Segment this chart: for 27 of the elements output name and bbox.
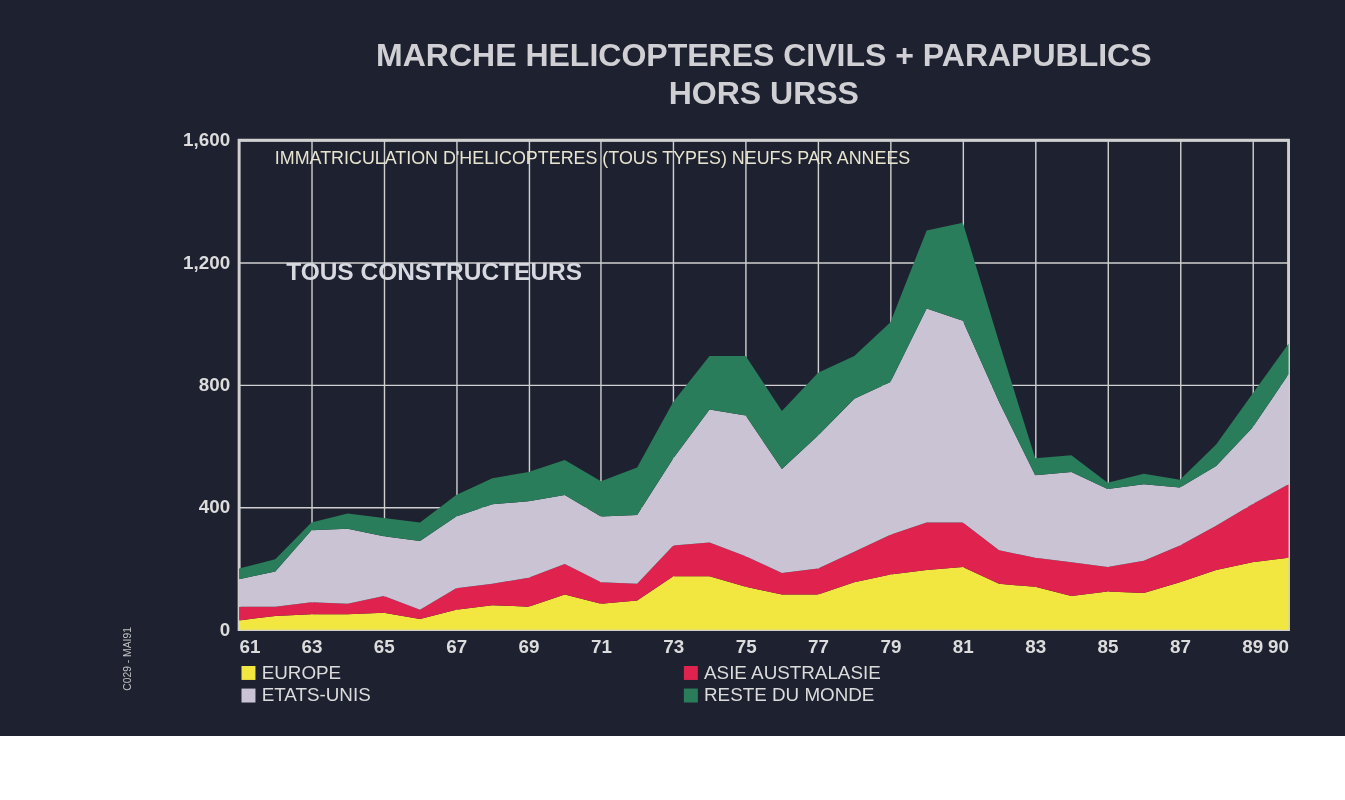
y-tick-label: 400	[198, 496, 231, 518]
x-tick-label: 79	[880, 635, 902, 657]
x-tick-label: 65	[373, 635, 395, 657]
legend-label: ETATS-UNIS	[261, 684, 371, 706]
x-tick-label: 63	[301, 635, 323, 657]
chart-title: MARCHE HELICOPTERES CIVILS + PARAPUBLICS HORS URSS	[376, 36, 1152, 111]
x-tick-label: 90	[1268, 635, 1289, 657]
x-tick-label: 75	[735, 635, 757, 657]
legend-label: ASIE AUSTRALASIE	[704, 661, 881, 683]
x-tick-label: 71	[590, 635, 612, 657]
y-tick-label: 1,600	[183, 129, 231, 151]
x-tick-label: 89	[1242, 635, 1264, 657]
x-tick-label: 83	[1025, 635, 1047, 657]
x-tick-label: 61	[239, 635, 261, 657]
x-tick-label: 69	[518, 635, 540, 657]
legend-label: RESTE DU MONDE	[704, 684, 875, 706]
x-tick-label: 85	[1097, 635, 1119, 657]
x-tick-label: 73	[663, 635, 685, 657]
y-tick-label: 1,200	[183, 251, 231, 273]
y-tick-label: 800	[198, 374, 231, 396]
x-tick-label: 81	[952, 635, 974, 657]
x-tick-label: 77	[808, 635, 830, 657]
x-tick-label: 87	[1169, 635, 1191, 657]
y-tick-label: 0	[219, 618, 231, 640]
text: C029 - MAI91	[121, 626, 133, 691]
legend-label: EUROPE	[261, 661, 342, 683]
x-tick-label: 67	[446, 635, 468, 657]
